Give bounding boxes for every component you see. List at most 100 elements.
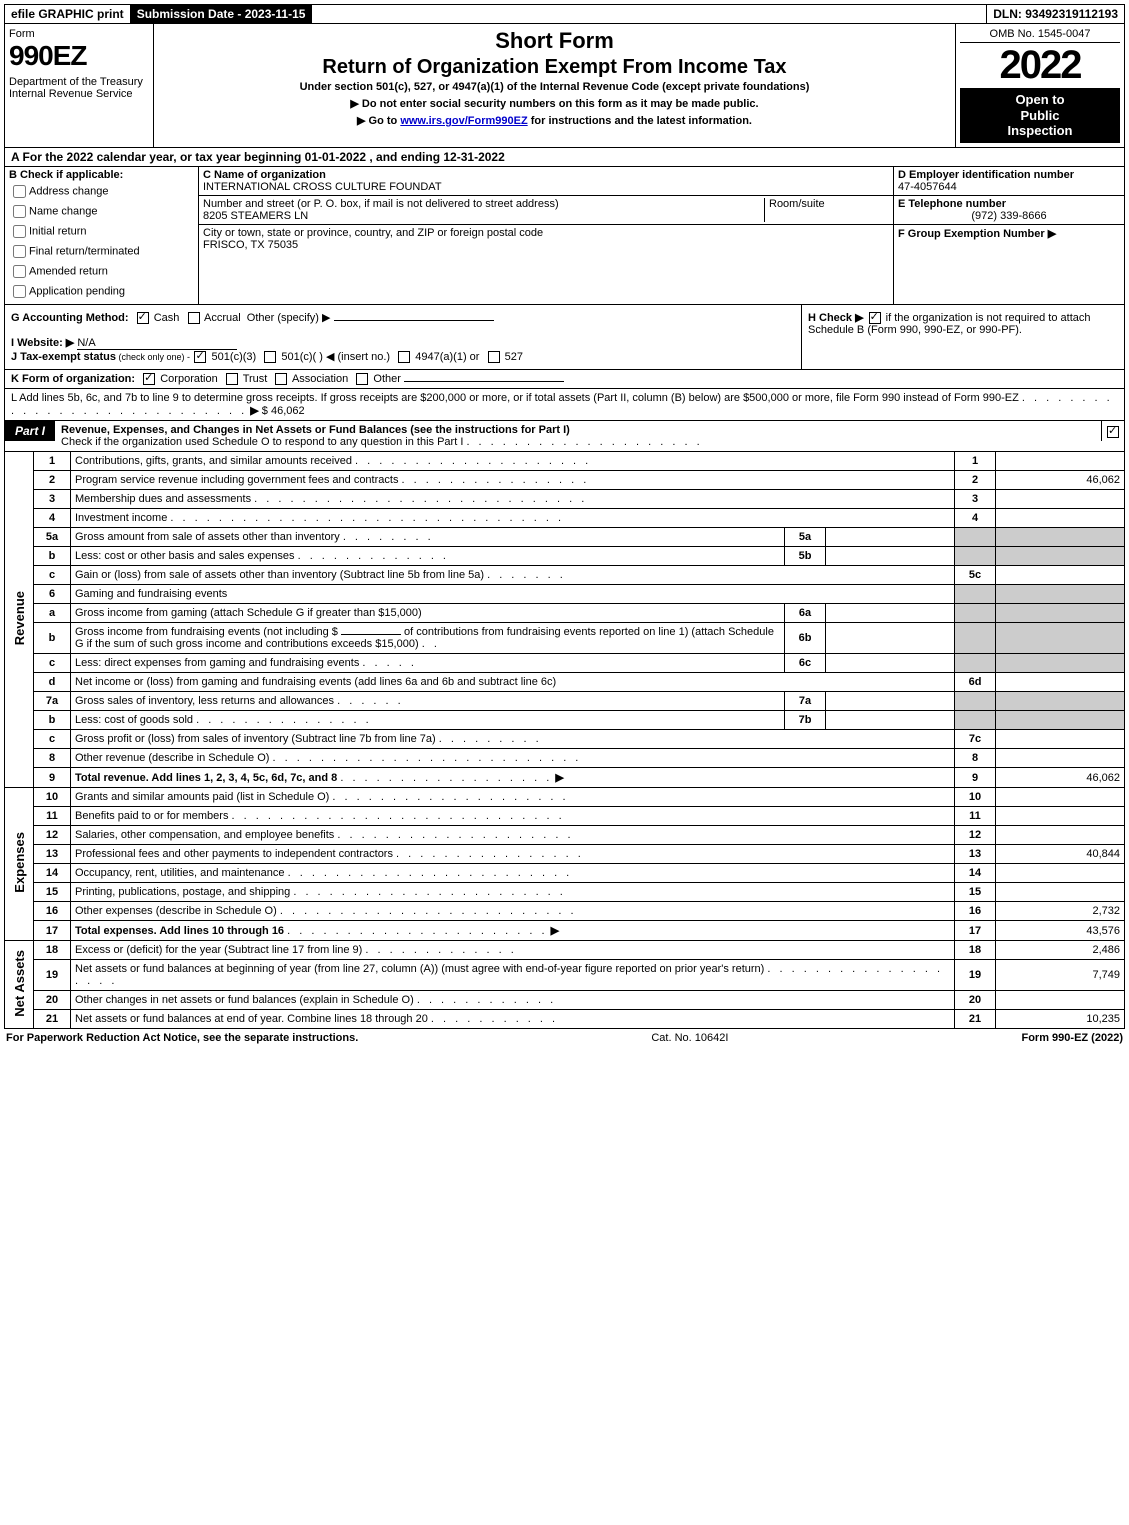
form-number: 990EZ [9, 40, 149, 72]
section-k: K Form of organization: Corporation Trus… [4, 370, 1125, 389]
org-address: 8205 STEAMERS LN [203, 210, 764, 222]
irs-link[interactable]: www.irs.gov/Form990EZ [400, 115, 527, 127]
department: Department of the Treasury Internal Reve… [9, 76, 149, 100]
section-b-label: B Check if applicable: [9, 169, 123, 181]
header-right: OMB No. 1545-0047 2022 Open to Public In… [956, 24, 1124, 147]
under-section: Under section 501(c), 527, or 4947(a)(1)… [162, 81, 947, 93]
chk-accrual[interactable] [188, 312, 200, 324]
line-6: 6 Gaming and fundraising events [5, 585, 1125, 604]
part-1-label: Part I [5, 421, 55, 441]
c-addr-label: Number and street (or P. O. box, if mail… [203, 198, 764, 210]
ein-value: 47-4057644 [898, 181, 957, 193]
line-11: 11 Benefits paid to or for members . . .… [5, 807, 1125, 826]
line-17: 17 Total expenses. Add lines 10 through … [5, 921, 1125, 941]
section-c: C Name of organization INTERNATIONAL CRO… [199, 167, 894, 304]
page-footer: For Paperwork Reduction Act Notice, see … [4, 1029, 1125, 1047]
f-group-label: F Group Exemption Number ▶ [898, 228, 1056, 240]
chk-cash[interactable] [137, 312, 149, 324]
c-name-label: C Name of organization [203, 169, 326, 181]
line-a: A For the 2022 calendar year, or tax yea… [4, 148, 1125, 167]
line-20: 20 Other changes in net assets or fund b… [5, 991, 1125, 1010]
chk-corporation[interactable] [143, 373, 155, 385]
part-1-checkbox[interactable] [1101, 421, 1124, 441]
line-6a: a Gross income from gaming (attach Sched… [5, 604, 1125, 623]
other-org-field[interactable] [404, 381, 564, 382]
c-city-label: City or town, state or province, country… [203, 227, 889, 239]
row-gh: G Accounting Method: Cash Accrual Other … [4, 305, 1125, 370]
line-21: 21 Net assets or fund balances at end of… [5, 1010, 1125, 1029]
room-suite-label: Room/suite [764, 198, 889, 222]
chk-527[interactable] [488, 351, 500, 363]
return-title: Return of Organization Exempt From Incom… [162, 56, 947, 79]
j-label: J Tax-exempt status [11, 351, 116, 363]
header-left: Form 990EZ Department of the Treasury In… [5, 24, 154, 147]
chk-schedule-b[interactable] [869, 312, 881, 324]
footer-catno: Cat. No. 10642I [651, 1032, 728, 1044]
instr-prefix: ▶ Go to [357, 115, 400, 127]
line-5c: c Gain or (loss) from sale of assets oth… [5, 566, 1125, 585]
g-label: G Accounting Method: [11, 312, 129, 324]
l-text: L Add lines 5b, 6c, and 7b to line 9 to … [11, 392, 1019, 404]
chk-trust[interactable] [226, 373, 238, 385]
line-3: 3 Membership dues and assessments . . . … [5, 490, 1125, 509]
line-5b: b Less: cost or other basis and sales ex… [5, 547, 1125, 566]
line-15: 15 Printing, publications, postage, and … [5, 883, 1125, 902]
e-phone-label: E Telephone number [898, 198, 1006, 210]
footer-left: For Paperwork Reduction Act Notice, see … [6, 1032, 358, 1044]
line-6b: b Gross income from fundraising events (… [5, 623, 1125, 654]
section-b: B Check if applicable: Address change Na… [5, 167, 199, 304]
open-inspection-box: Open to Public Inspection [960, 88, 1120, 143]
info-grid: B Check if applicable: Address change Na… [4, 167, 1125, 305]
short-form-title: Short Form [162, 28, 947, 54]
line-19: 19 Net assets or fund balances at beginn… [5, 960, 1125, 991]
line-7c: c Gross profit or (loss) from sales of i… [5, 730, 1125, 749]
line-9: 9 Total revenue. Add lines 1, 2, 3, 4, 5… [5, 768, 1125, 788]
header-mid: Short Form Return of Organization Exempt… [154, 24, 956, 147]
chk-final-return[interactable]: Final return/terminated [9, 242, 194, 261]
line-7b: b Less: cost of goods sold . . . . . . .… [5, 711, 1125, 730]
omb-number: OMB No. 1545-0047 [960, 28, 1120, 43]
line-16: 16 Other expenses (describe in Schedule … [5, 902, 1125, 921]
chk-501c[interactable] [264, 351, 276, 363]
chk-4947[interactable] [398, 351, 410, 363]
submission-date: Submission Date - 2023-11-15 [131, 5, 313, 23]
d-ein-label: D Employer identification number [898, 169, 1074, 181]
chk-other-org[interactable] [356, 373, 368, 385]
chk-501c3[interactable] [194, 351, 206, 363]
chk-association[interactable] [275, 373, 287, 385]
chk-initial-return[interactable]: Initial return [9, 222, 194, 241]
instr-no-ssn: ▶ Do not enter social security numbers o… [162, 97, 947, 110]
line-12: 12 Salaries, other compensation, and emp… [5, 826, 1125, 845]
k-label: K Form of organization: [11, 373, 135, 385]
chk-address-change[interactable]: Address change [9, 182, 194, 201]
efile-label: efile GRAPHIC print [5, 5, 131, 23]
lines-table: Revenue 1 Contributions, gifts, grants, … [4, 452, 1125, 1029]
org-name: INTERNATIONAL CROSS CULTURE FOUNDAT [203, 181, 889, 193]
org-city: FRISCO, TX 75035 [203, 239, 889, 251]
l-amount: $ 46,062 [262, 405, 305, 417]
website-value: N/A [77, 337, 237, 350]
line-18: Net Assets 18 Excess or (deficit) for th… [5, 941, 1125, 960]
instr-goto: ▶ Go to www.irs.gov/Form990EZ for instru… [162, 114, 947, 127]
line-14: 14 Occupancy, rent, utilities, and maint… [5, 864, 1125, 883]
chk-application-pending[interactable]: Application pending [9, 282, 194, 301]
line-5a: 5a Gross amount from sale of assets othe… [5, 528, 1125, 547]
part-1-desc: Revenue, Expenses, and Changes in Net As… [55, 421, 1101, 451]
instr-suffix: for instructions and the latest informat… [528, 115, 752, 127]
phone-value: (972) 339-8666 [898, 210, 1120, 222]
form-header: Form 990EZ Department of the Treasury In… [4, 24, 1125, 148]
i-label: I Website: ▶ [11, 337, 74, 349]
part-1-header: Part I Revenue, Expenses, and Changes in… [4, 421, 1125, 452]
top-bar: efile GRAPHIC print Submission Date - 20… [4, 4, 1125, 24]
chk-name-change[interactable]: Name change [9, 202, 194, 221]
dln: DLN: 93492319112193 [987, 5, 1124, 23]
other-method-field[interactable] [334, 320, 494, 321]
section-h: H Check ▶ if the organization is not req… [802, 305, 1124, 369]
line-10: Expenses 10 Grants and similar amounts p… [5, 788, 1125, 807]
chk-amended-return[interactable]: Amended return [9, 262, 194, 281]
netassets-side-label: Net Assets [12, 950, 27, 1017]
line-4: 4 Investment income . . . . . . . . . . … [5, 509, 1125, 528]
line-7a: 7a Gross sales of inventory, less return… [5, 692, 1125, 711]
revenue-side-label: Revenue [12, 591, 27, 645]
line-6c: c Less: direct expenses from gaming and … [5, 654, 1125, 673]
